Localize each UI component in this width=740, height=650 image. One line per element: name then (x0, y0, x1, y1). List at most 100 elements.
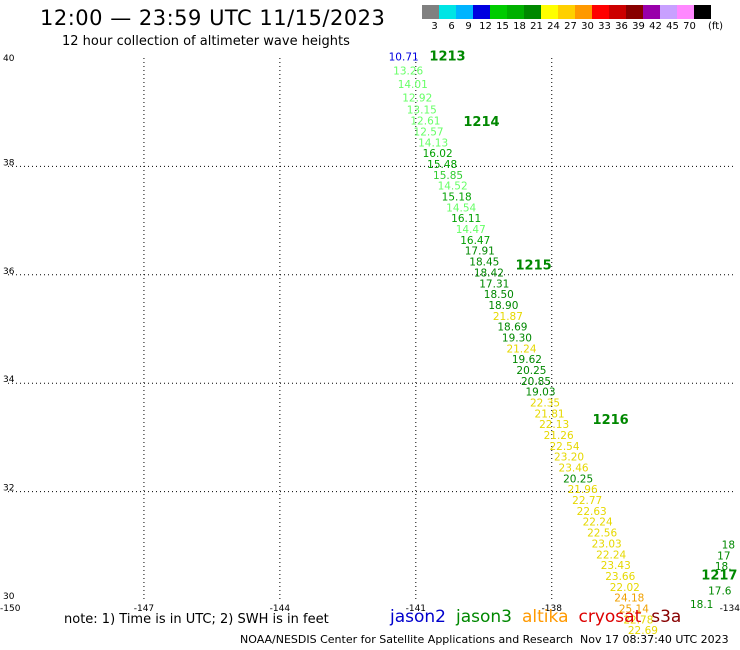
wave-height-value: 14.52 (438, 181, 468, 193)
wave-height-value: 17.6 (708, 586, 732, 598)
legend-label: 21 (530, 21, 543, 32)
legend-swatch (456, 5, 473, 19)
legend-swatch (592, 5, 609, 19)
legend-label: 18 (513, 21, 526, 32)
legend-swatch (609, 5, 626, 19)
wave-height-value: 14.13 (418, 137, 448, 149)
time-label: 1215 (516, 258, 552, 273)
lat-tick-label: 36 (3, 267, 15, 277)
wave-height-value: 19.03 (525, 387, 555, 399)
wave-height-value: 22.56 (587, 528, 617, 540)
lat-tick-label: 40 (3, 54, 15, 64)
legend-label: 36 (615, 21, 628, 32)
legend-swatch (490, 5, 507, 19)
wave-height-value: 19.30 (502, 332, 532, 344)
wave-height-value: 15.85 (433, 170, 463, 182)
wave-height-value: 22.24 (596, 549, 626, 561)
wave-height-value: 12.57 (414, 127, 444, 139)
wave-height-value: 16.02 (423, 148, 453, 160)
wave-height-value: 22.13 (539, 419, 569, 431)
wave-height-value: 14.47 (456, 224, 486, 236)
legend-label: 15 (496, 21, 509, 32)
legend-swatch (694, 5, 711, 19)
legend-label: 42 (649, 21, 662, 32)
wave-height-value: 17 (717, 550, 730, 562)
satellite-legend: jason2 jason3 altika cryosat s3a (390, 607, 691, 627)
wave-height-value: 20.85 (521, 376, 551, 388)
lon-tick-label: -147 (134, 604, 154, 614)
lat-tick-label: 30 (3, 592, 15, 602)
wave-height-value: 25.14 (619, 603, 649, 615)
legend-swatch (626, 5, 643, 19)
wave-height-value: 22.69 (628, 625, 658, 637)
wave-height-value: 21.24 (506, 343, 536, 355)
legend-label: 3 (431, 21, 438, 32)
satellite-altika: altika (522, 607, 569, 627)
legend-label: 6 (448, 21, 455, 32)
wave-height-value: 12.92 (402, 92, 432, 104)
wave-height-value: 15.48 (427, 159, 457, 171)
legend-label: 70 (683, 21, 696, 32)
wave-height-value: 22.35 (530, 398, 560, 410)
wave-height-value: 14.01 (398, 79, 428, 91)
wave-height-value: 10.71 (389, 52, 419, 64)
wave-height-value: 22.63 (577, 506, 607, 518)
legend-unit: (ft) (707, 21, 724, 32)
wave-height-value: 23.20 (554, 452, 584, 464)
legend-label: 12 (479, 21, 492, 32)
legend-swatch (660, 5, 677, 19)
legend-label: 27 (564, 21, 577, 32)
wave-height-value: 15.18 (442, 192, 472, 204)
legend-swatch (507, 5, 524, 19)
legend-swatch (439, 5, 456, 19)
legend-label: 9 (465, 21, 472, 32)
wave-height-value: 24.18 (614, 593, 644, 605)
wave-height-value: 20.25 (516, 365, 546, 377)
wave-height-value: 18 (722, 540, 735, 552)
satellite-cryosat: cryosat (578, 607, 642, 627)
wave-height-value: 17.31 (479, 278, 509, 290)
wave-height-value: 22.78 (623, 614, 653, 626)
satellite-s3a: s3a (651, 607, 682, 627)
legend-label: 24 (547, 21, 560, 32)
wave-height-value: 18.1 (690, 599, 713, 611)
wave-height-value: 14.54 (446, 202, 476, 214)
wave-height-value: 21.81 (535, 408, 565, 420)
wave-height-value: 21.96 (568, 484, 598, 496)
legend-label: 33 (598, 21, 611, 32)
legend-swatch (541, 5, 558, 19)
lon-tick-label: -144 (270, 604, 291, 614)
legend-label: 30 (581, 21, 594, 32)
lat-tick-label: 34 (3, 375, 15, 385)
generated-timestamp: Nov 17 08:37:40 UTC 2023 (580, 633, 729, 646)
lon-tick-label: -138 (542, 604, 563, 614)
wave-height-value: 23.66 (605, 571, 635, 583)
wave-height-value: 18.69 (497, 322, 527, 334)
wave-height-value: 18.42 (474, 267, 504, 279)
wave-height-value: 22.02 (610, 582, 640, 594)
wave-height-value: 13.15 (407, 104, 437, 116)
wave-height-value: 23.03 (592, 538, 622, 550)
lat-tick-label: 38 (3, 158, 15, 168)
legend-swatch (558, 5, 575, 19)
legend-swatch (575, 5, 592, 19)
legend-swatch (473, 5, 490, 19)
legend-label: 45 (666, 21, 679, 32)
wave-height-value: 18.50 (484, 289, 514, 301)
time-label: 1217 (701, 568, 737, 583)
wave-height-value: 18. (715, 561, 732, 573)
legend-swatch (524, 5, 541, 19)
footer-note: note: 1) Time is in UTC; 2) SWH is in fe… (64, 612, 329, 627)
wave-height-value: 16.47 (460, 235, 490, 247)
wave-height-value: 23.43 (601, 560, 631, 572)
legend-swatch (643, 5, 660, 19)
time-label: 1213 (429, 50, 465, 65)
page-title: 12:00 — 23:59 UTC 11/15/2023 (40, 6, 386, 30)
lat-tick-label: 32 (3, 484, 14, 494)
wave-height-value: 18.90 (488, 300, 518, 312)
wave-height-value: 22.77 (572, 495, 602, 507)
time-label: 1216 (593, 413, 629, 428)
lon-tick-label: -150 (0, 604, 21, 614)
legend-swatch (677, 5, 694, 19)
